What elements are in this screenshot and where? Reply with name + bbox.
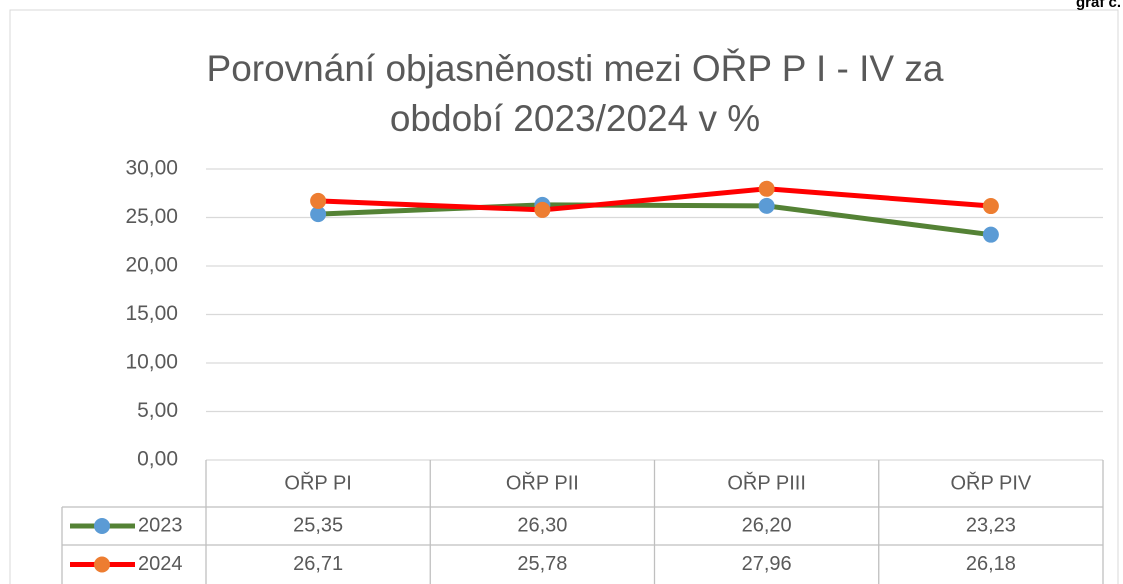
- data-label: 26,71: [293, 553, 343, 575]
- y-tick-label: 5,00: [137, 399, 178, 422]
- marker: [310, 206, 327, 223]
- y-tick-label: 15,00: [125, 302, 178, 325]
- marker: [758, 180, 775, 197]
- x-tick-label: OŘP PIV: [950, 471, 1031, 494]
- marker: [534, 201, 551, 218]
- chart-title: Porovnání objasněnosti mezi OŘP P I - IV…: [206, 48, 944, 139]
- y-tick-label: 20,00: [125, 254, 178, 277]
- x-tick-label: OŘP PIII: [727, 471, 806, 494]
- y-tick-label: 30,00: [125, 157, 178, 180]
- y-tick-label: 0,00: [137, 448, 178, 471]
- marker: [310, 192, 327, 209]
- chart-border: [9, 9, 1119, 584]
- data-label: 25,78: [517, 553, 567, 575]
- data-label: 27,96: [742, 553, 792, 575]
- series-line: [318, 186, 992, 213]
- x-tick-label: OŘP PI: [284, 471, 351, 494]
- series-line: [318, 202, 992, 238]
- data-label: 23,23: [966, 514, 1016, 536]
- marker: [758, 197, 775, 214]
- marker: [982, 226, 999, 243]
- legend-marker: [94, 556, 110, 573]
- y-tick-label: 10,00: [125, 351, 178, 374]
- data-label: 26,30: [517, 514, 567, 536]
- legend-label: 2023: [138, 514, 183, 536]
- data-label: 25,35: [293, 514, 343, 536]
- legend-label: 2024: [138, 553, 183, 575]
- marker: [982, 198, 999, 215]
- data-label: 26,18: [966, 553, 1016, 575]
- corner-label: graf č.: [1075, 0, 1121, 11]
- x-tick-label: OŘP PII: [506, 471, 579, 494]
- y-tick-label: 25,00: [125, 205, 178, 228]
- data-label: 26,20: [742, 514, 792, 536]
- legend-marker: [94, 518, 110, 534]
